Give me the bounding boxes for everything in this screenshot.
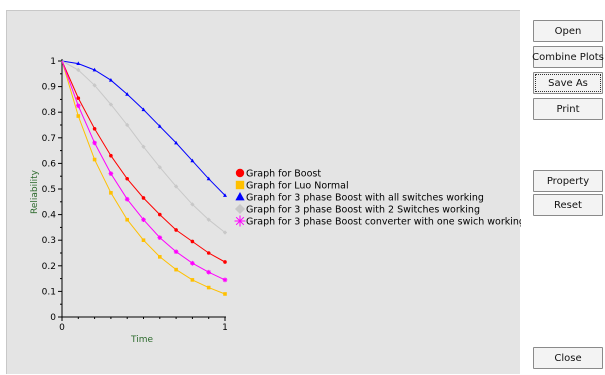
y-tick-label: 0.1	[42, 287, 56, 297]
series-group	[61, 60, 228, 296]
data-point	[158, 212, 162, 217]
data-point	[92, 127, 97, 131]
data-point	[141, 144, 146, 149]
legend-entry-label: Graph for 3 phase Boost with all switche…	[246, 193, 484, 204]
series-5	[61, 60, 228, 283]
y-tick-label: 0.3	[42, 236, 56, 246]
y-tick-label: 1	[50, 57, 56, 67]
data-point	[190, 278, 195, 282]
series-2	[61, 60, 227, 296]
open-button[interactable]: Open	[533, 20, 603, 42]
combine-plots-button[interactable]: Combine Plots	[532, 46, 604, 68]
data-point	[223, 292, 227, 296]
y-tick-label: 0.5	[42, 185, 56, 195]
data-point	[108, 102, 114, 107]
save-as-button[interactable]: Save As	[533, 72, 603, 94]
y-tick-label: 0	[50, 313, 56, 323]
data-point	[206, 269, 212, 275]
y-tick-label: 0.2	[42, 262, 56, 272]
close-button[interactable]: Close	[533, 347, 603, 369]
data-point	[157, 124, 162, 128]
legend-entry-label: Graph for Boost	[246, 169, 321, 180]
x-tick-label: 1	[222, 323, 228, 333]
legend-marker	[235, 168, 245, 178]
data-point	[125, 92, 130, 96]
data-point	[108, 171, 114, 176]
property-button[interactable]: Property	[533, 170, 603, 192]
data-point	[76, 67, 81, 73]
data-point	[92, 157, 97, 162]
y-axis-label: Reliability	[30, 169, 40, 214]
data-point	[141, 238, 146, 242]
data-point	[222, 230, 228, 235]
x-axis-label: Time	[130, 335, 153, 345]
data-point	[125, 217, 129, 222]
print-button[interactable]: Print	[533, 98, 603, 120]
legend-marker	[235, 180, 245, 190]
data-point	[206, 217, 211, 222]
data-point	[173, 184, 179, 189]
data-point	[75, 103, 81, 109]
data-point	[223, 193, 227, 197]
data-point	[124, 196, 130, 202]
data-point	[141, 217, 146, 223]
y-tick-label: 0.6	[42, 159, 57, 169]
data-point	[173, 249, 179, 255]
data-point	[206, 285, 211, 290]
data-point	[174, 228, 178, 232]
series-line	[61, 60, 226, 196]
data-point	[190, 260, 195, 266]
y-tick-label: 0.8	[42, 108, 57, 118]
legend-entry-label: Graph for 3 phase Boost converter with o…	[246, 217, 521, 228]
data-point	[223, 260, 227, 264]
data-point	[174, 140, 179, 145]
series-4	[61, 60, 228, 235]
legend-marker	[234, 203, 246, 215]
data-point	[108, 78, 113, 82]
data-point	[92, 140, 97, 146]
data-point	[92, 83, 97, 88]
legend-marker	[234, 215, 246, 227]
data-point	[158, 255, 162, 259]
y-tick-label: 0.4	[42, 211, 57, 221]
data-point	[190, 158, 195, 163]
data-point	[76, 114, 81, 118]
data-point	[190, 202, 195, 207]
series-line	[61, 60, 226, 295]
data-point	[190, 239, 195, 244]
data-point	[206, 176, 211, 181]
legend-marker	[235, 191, 245, 201]
axes: 0 0.1 0.2 0.3 0.4 0.5 0.6 0.7 0.8 0.9 1 0 1	[42, 57, 228, 333]
legend-entry-label: Graph for Luo Normal	[246, 181, 349, 192]
series-1	[61, 60, 227, 264]
data-point	[92, 67, 97, 72]
data-point	[141, 196, 146, 200]
x-tick-label: 0	[59, 323, 65, 333]
data-point	[206, 251, 211, 255]
data-point	[109, 153, 113, 158]
data-point	[109, 191, 113, 195]
y-tick-label: 0.9	[42, 83, 57, 93]
series-3	[61, 60, 227, 197]
reset-button[interactable]: Reset	[533, 194, 603, 216]
data-point	[125, 176, 129, 181]
reliability-chart: 0 0.1 0.2 0.3 0.4 0.5 0.6 0.7 0.8 0.9 1 0 1 Graph fo…	[30, 57, 521, 345]
data-point	[174, 267, 178, 272]
data-point	[125, 122, 130, 128]
series-line	[61, 60, 226, 263]
legend-entry-label: Graph for 3 phase Boost with 2 Switches …	[246, 205, 480, 216]
y-tick-label: 0.7	[42, 134, 56, 144]
plot-panel: 0 0.1 0.2 0.3 0.4 0.5 0.6 0.7 0.8 0.9 1 0 1 Graph fo…	[6, 10, 521, 374]
data-point	[157, 235, 163, 240]
data-point	[76, 96, 81, 100]
data-point	[76, 61, 81, 65]
data-point	[222, 277, 228, 283]
data-point	[141, 107, 146, 112]
data-point	[157, 165, 162, 170]
